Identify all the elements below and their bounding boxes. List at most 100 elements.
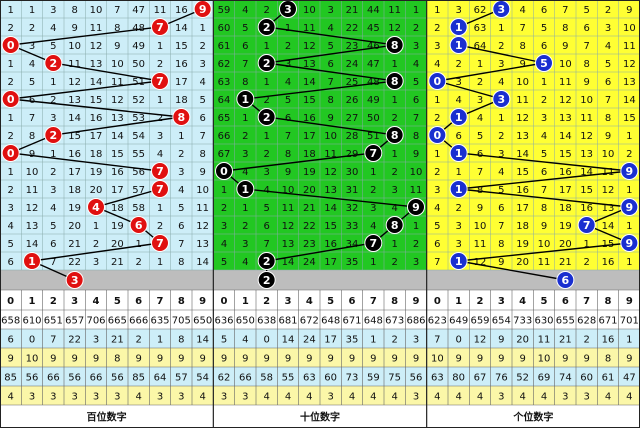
cell-value: 3 [455, 77, 461, 88]
cell-value: 3 [391, 185, 397, 196]
cell-value: 2 [157, 221, 163, 232]
stat-value: 0 [263, 335, 269, 346]
cell-value: 7 [263, 239, 269, 250]
cell-value: 18 [111, 203, 124, 214]
hit-digit: 0 [7, 147, 15, 160]
cell-value: 1 [263, 41, 269, 52]
stat-value: 3 [498, 392, 504, 403]
hit-circle [44, 54, 63, 72]
cell-value: 1 [157, 41, 163, 52]
cell-value: 17 [516, 203, 529, 214]
hit-circle [449, 144, 468, 162]
cell-value: 8 [562, 23, 568, 34]
cell-value: 16 [90, 113, 103, 124]
hit-circle [65, 271, 84, 289]
cell-value: 4 [242, 5, 248, 16]
hit-circle [407, 198, 425, 216]
hit-marker: 2 [257, 271, 276, 289]
cell-value: 13 [26, 221, 39, 232]
cell-value: 8 [242, 77, 248, 88]
cell-value: 1 [285, 23, 291, 34]
cell-value: 5 [242, 23, 248, 34]
cell-value: 20 [68, 221, 81, 232]
cell-value: 11 [303, 23, 316, 34]
stat-value: 4 [349, 392, 355, 403]
cell-value: 2 [7, 131, 13, 142]
stat-value: 3 [242, 392, 248, 403]
hit-digit: 2 [263, 255, 271, 268]
cell-value: 13 [282, 239, 295, 250]
cell-value: 1 [413, 221, 419, 232]
stat-value: 9 [242, 354, 248, 365]
cell-value: 2 [242, 131, 248, 142]
stat-value: 9 [199, 354, 205, 365]
hit-digit: 1 [242, 93, 250, 106]
cell-value: 1 [7, 5, 13, 16]
hit-digit: 2 [50, 57, 58, 70]
cell-value: 2 [626, 149, 632, 160]
cell-value: 9 [605, 131, 611, 142]
cell-value: 35 [346, 257, 359, 268]
hit-marker: 1 [449, 252, 468, 270]
digit-header: 0 [221, 296, 228, 307]
cell-value: 6 [605, 77, 611, 88]
cell-value: 56 [132, 167, 145, 178]
cell-value: 4 [263, 185, 269, 196]
cell-value: 1 [583, 239, 589, 250]
cell-value: 4 [199, 77, 205, 88]
cell-value: 5 [541, 149, 547, 160]
cell-value: 4 [327, 23, 333, 34]
cell-value: 2 [498, 131, 504, 142]
cell-value: 19 [111, 221, 124, 232]
cell-value: 2 [455, 203, 461, 214]
cell-value: 3 [498, 149, 504, 160]
hit-circle [364, 234, 383, 252]
cell-value: 5 [327, 41, 333, 52]
cell-value: 3 [327, 5, 333, 16]
hit-marker: 0 [428, 72, 447, 90]
stat-value: 650 [193, 316, 212, 327]
stat-value: 85 [132, 373, 145, 384]
cell-value: 47 [367, 59, 380, 70]
hit-digit: 7 [156, 237, 164, 250]
cell-value: 5 [50, 41, 56, 52]
stat-value: 56 [111, 373, 124, 384]
hit-circle [257, 18, 276, 36]
cell-value: 50 [367, 113, 380, 124]
cell-value: 4 [541, 131, 547, 142]
cell-value: 1 [242, 113, 248, 124]
cell-value: 1 [221, 185, 227, 196]
cell-value: 14 [68, 113, 81, 124]
panel-label: 百位数字 [87, 411, 127, 424]
cell-value: 7 [199, 131, 205, 142]
stat-value: 3 [93, 335, 99, 346]
digit-header: 1 [455, 296, 462, 307]
hit-digit: 9 [626, 237, 634, 250]
hit-digit: 1 [455, 111, 463, 124]
digit-header: 6 [135, 296, 142, 307]
stat-value: 9 [370, 354, 376, 365]
hit-marker: 8 [172, 108, 191, 126]
hit-circle [385, 126, 404, 144]
cell-value: 8 [71, 5, 77, 16]
stat-value: 4 [434, 392, 440, 403]
cell-value: 7 [178, 239, 184, 250]
hit-marker: 1 [449, 144, 468, 162]
hit-circle [1, 90, 20, 108]
cell-value: 3 [157, 131, 163, 142]
cell-value: 1 [29, 5, 35, 16]
stat-value: 9 [455, 354, 461, 365]
cell-value: 11 [410, 185, 423, 196]
cell-value: 16 [175, 59, 188, 70]
stat-value: 56 [26, 373, 39, 384]
cell-value: 5 [7, 239, 13, 250]
cell-value: 17 [111, 185, 124, 196]
cell-value: 12 [474, 257, 487, 268]
stat-value: 7 [50, 335, 56, 346]
cell-value: 1 [626, 257, 632, 268]
stat-value: 60 [324, 373, 337, 384]
cell-value: 1 [178, 131, 184, 142]
stat-value: 649 [449, 316, 468, 327]
cell-value: 14 [196, 257, 209, 268]
cell-value: 12 [602, 185, 615, 196]
